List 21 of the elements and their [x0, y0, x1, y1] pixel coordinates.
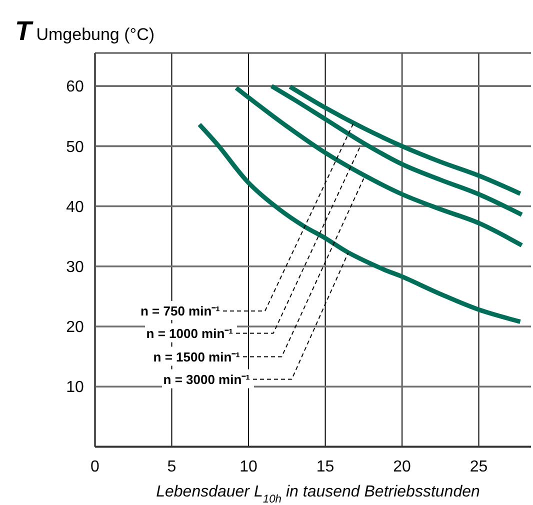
annotation: n = 3000 min⁻¹	[163, 372, 250, 387]
x-tick-label: 15	[316, 458, 334, 476]
x-tick-label: 10	[240, 458, 258, 476]
annotation: n = 750 min⁻¹	[140, 304, 220, 319]
y-tick-label: 20	[66, 319, 84, 336]
y-tick-label: 10	[66, 379, 84, 396]
x-tick-label: 25	[470, 458, 488, 476]
x-axis-title: Lebensdauer L$_{10h}$ in tausend Betriebsstunden	[156, 484, 480, 505]
y-axis-title: T Umgebung (°C)	[15, 16, 155, 46]
line-series	[288, 84, 523, 196]
y-tick-label: 40	[66, 198, 84, 216]
annotation: n = 1500 min⁻¹	[153, 349, 240, 364]
x-tick-label: 5	[167, 458, 176, 476]
y-tick-label: 50	[66, 138, 84, 156]
annotation: n = 1000 min⁻¹	[146, 326, 233, 341]
x-tick-label: 0	[90, 458, 100, 476]
line-series	[269, 84, 524, 217]
y-tick-label: 60	[66, 78, 84, 96]
x-tick-label: 20	[393, 458, 412, 476]
y-tick-label: 30	[66, 258, 84, 276]
line-series	[234, 86, 524, 248]
